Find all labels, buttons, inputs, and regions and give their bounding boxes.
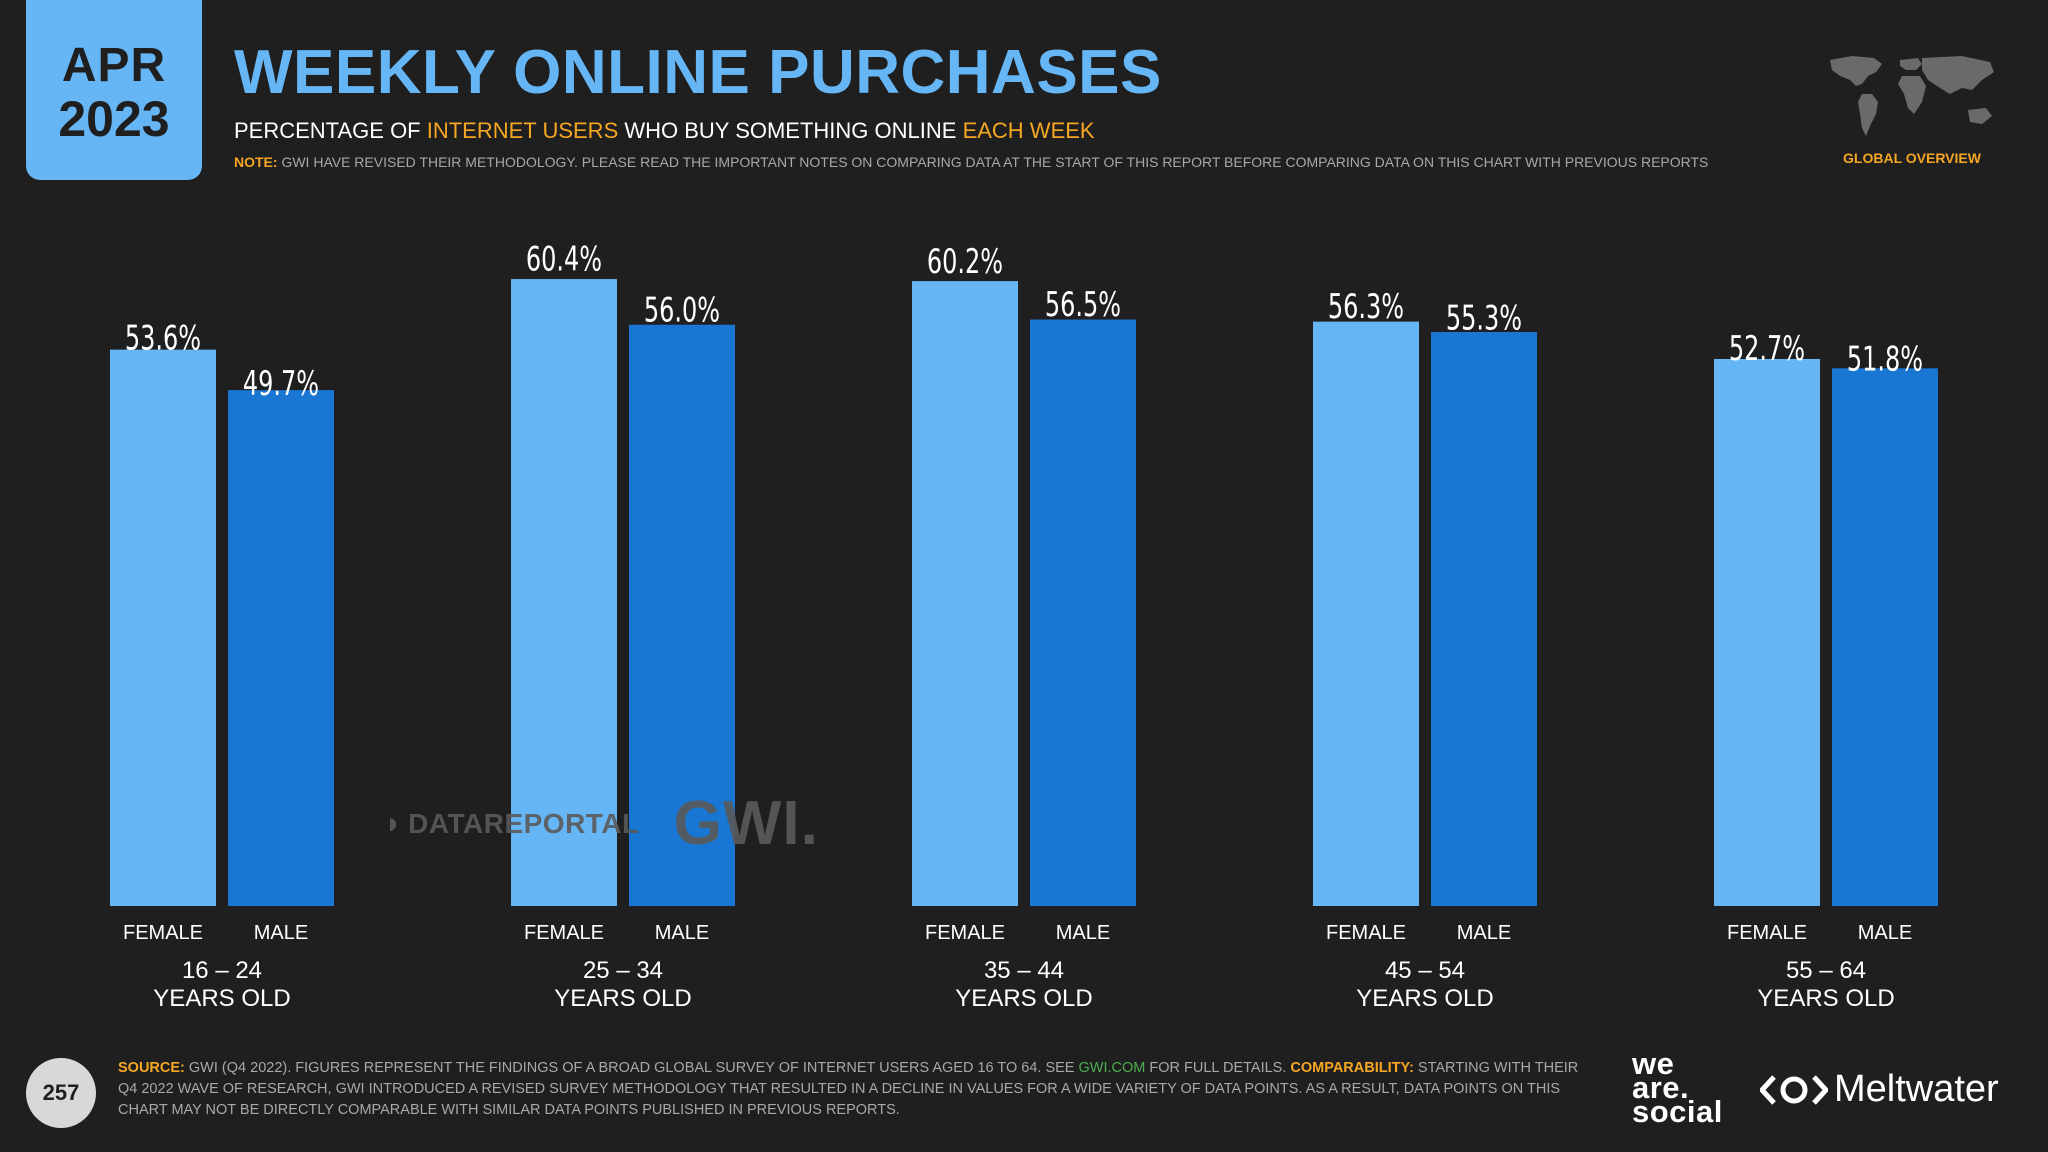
date-year: 2023 <box>58 91 170 147</box>
watermark: ◗ DATAREPORTAL GWI. <box>384 788 819 859</box>
bar-male-1 <box>629 324 735 907</box>
bar-female-0 <box>110 349 216 906</box>
series-tick-label: FEMALE <box>524 922 604 944</box>
data-label: 55.3% <box>1446 299 1522 338</box>
gwi-link[interactable]: GWI.COM <box>1078 1060 1146 1076</box>
series-tick-label: FEMALE <box>1727 922 1807 944</box>
data-label: 51.8% <box>1847 339 1923 378</box>
data-label: 60.4% <box>526 239 602 278</box>
gwi-watermark: GWI. <box>673 789 819 858</box>
series-tick-label: MALE <box>254 922 308 944</box>
series-tick-label: MALE <box>1457 922 1511 944</box>
series-tick-label: FEMALE <box>1326 922 1406 944</box>
page-number: 257 <box>26 1058 96 1128</box>
page-title: WEEKLY ONLINE PURCHASES <box>234 38 1162 107</box>
bar-male-2 <box>1030 319 1136 906</box>
category-label: 45 – 54 <box>1385 957 1465 984</box>
bar-female-2 <box>912 281 1018 906</box>
category-sublabel: YEARS OLD <box>554 985 691 1012</box>
category-sublabel: YEARS OLD <box>153 985 290 1012</box>
source-text: SOURCE: GWI (Q4 2022). FIGURES REPRESENT… <box>118 1060 1579 1118</box>
data-label: 56.3% <box>1328 287 1404 326</box>
bar-male-4 <box>1832 368 1938 906</box>
category-label: 55 – 64 <box>1786 957 1866 984</box>
data-label: 56.5% <box>1045 285 1121 324</box>
bar-female-1 <box>511 279 617 907</box>
methodology-note: NOTE: GWI HAVE REVISED THEIR METHODOLOGY… <box>234 154 1709 170</box>
category-sublabel: YEARS OLD <box>955 985 1092 1012</box>
data-label: 56.0% <box>644 291 720 330</box>
date-badge: APR 2023 <box>26 0 202 180</box>
data-label: 52.7% <box>1729 329 1805 368</box>
category-label: 25 – 34 <box>583 957 663 984</box>
datareportal-watermark: DATAREPORTAL <box>408 807 640 839</box>
meltwater-icon <box>1760 1074 1828 1105</box>
bar-female-4 <box>1714 358 1820 906</box>
region-label: GLOBAL OVERVIEW <box>1843 150 1981 166</box>
category-label: 35 – 44 <box>984 957 1064 984</box>
date-month: APR <box>61 39 167 92</box>
series-tick-label: MALE <box>1056 922 1110 944</box>
bar-male-3 <box>1431 331 1537 907</box>
series-tick-label: FEMALE <box>925 922 1005 944</box>
subtitle: PERCENTAGE OF INTERNET USERS WHO BUY SOM… <box>234 118 1095 143</box>
bar-female-3 <box>1313 321 1419 906</box>
meltwater-logo: Meltwater <box>1760 1068 1999 1111</box>
category-sublabel: YEARS OLD <box>1356 985 1493 1012</box>
category-sublabel: YEARS OLD <box>1757 985 1894 1012</box>
data-label: 49.7% <box>243 364 319 403</box>
datareportal-logo-icon: ◗ <box>384 806 403 840</box>
series-tick-label: MALE <box>1858 922 1912 944</box>
data-label: 60.2% <box>927 242 1003 281</box>
we-are-social-logo: we are. social <box>1632 1046 1723 1129</box>
category-label: 16 – 24 <box>182 957 262 984</box>
series-tick-label: FEMALE <box>123 922 203 944</box>
bar-male-0 <box>228 390 334 906</box>
data-label: 53.6% <box>125 318 201 357</box>
world-map-icon <box>1830 56 1994 136</box>
series-tick-label: MALE <box>655 922 709 944</box>
